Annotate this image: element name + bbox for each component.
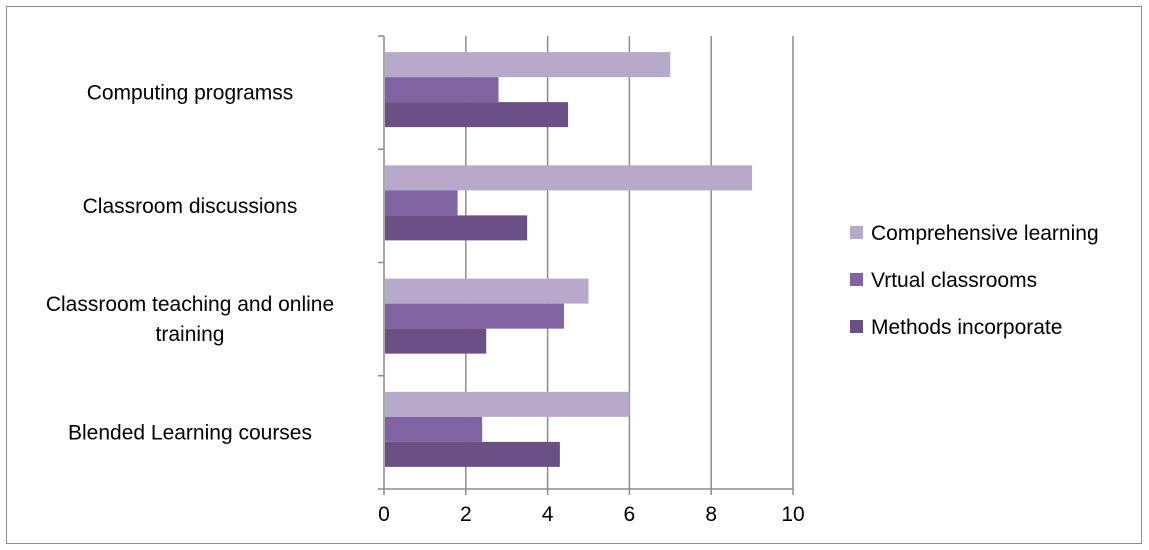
x-tick-label: 2 bbox=[460, 503, 472, 526]
legend-label: Vrtual classrooms bbox=[871, 269, 1037, 292]
legend-label: Comprehensive learning bbox=[871, 222, 1099, 245]
legend-swatch bbox=[850, 320, 863, 333]
category-label: Blended Learning courses bbox=[68, 421, 312, 444]
bar bbox=[385, 215, 528, 241]
bar bbox=[385, 391, 630, 417]
bar bbox=[385, 102, 569, 128]
bar bbox=[385, 303, 564, 329]
bar bbox=[385, 190, 458, 216]
bar bbox=[385, 52, 671, 78]
x-tick-label: 0 bbox=[378, 503, 390, 526]
x-tick-label: 4 bbox=[542, 503, 554, 526]
bar bbox=[385, 278, 589, 304]
legend-swatch bbox=[850, 273, 863, 286]
chart-frame bbox=[6, 6, 1142, 544]
bars bbox=[385, 52, 753, 467]
x-tick-label: 8 bbox=[705, 503, 717, 526]
category-label: Classroom teaching and online training bbox=[46, 293, 334, 346]
category-label-line: Computing programss bbox=[87, 82, 294, 105]
category-label-line: Classroom teaching and online bbox=[46, 293, 334, 316]
bar bbox=[385, 77, 499, 103]
x-tick-labels: 0 2 4 6 8 10 bbox=[378, 503, 805, 526]
x-tick-label: 6 bbox=[624, 503, 636, 526]
category-label: Computing programss bbox=[87, 82, 294, 105]
category-label-line: Blended Learning courses bbox=[68, 421, 312, 444]
category-label: Classroom discussions bbox=[83, 195, 298, 218]
category-label-line: training bbox=[156, 323, 225, 346]
axes bbox=[378, 35, 794, 495]
legend-swatch bbox=[850, 226, 863, 239]
bar bbox=[385, 416, 483, 442]
bar bbox=[385, 441, 560, 467]
x-tick-label: 10 bbox=[781, 503, 804, 526]
bar bbox=[385, 165, 753, 191]
bar bbox=[385, 328, 487, 354]
legend-label: Methods incorporate bbox=[871, 316, 1062, 339]
category-labels: Computing programss Classroom discussions… bbox=[46, 82, 334, 445]
legend: Comprehensive learning Vrtual classrooms M… bbox=[850, 222, 1099, 339]
category-label-line: Classroom discussions bbox=[83, 195, 298, 218]
